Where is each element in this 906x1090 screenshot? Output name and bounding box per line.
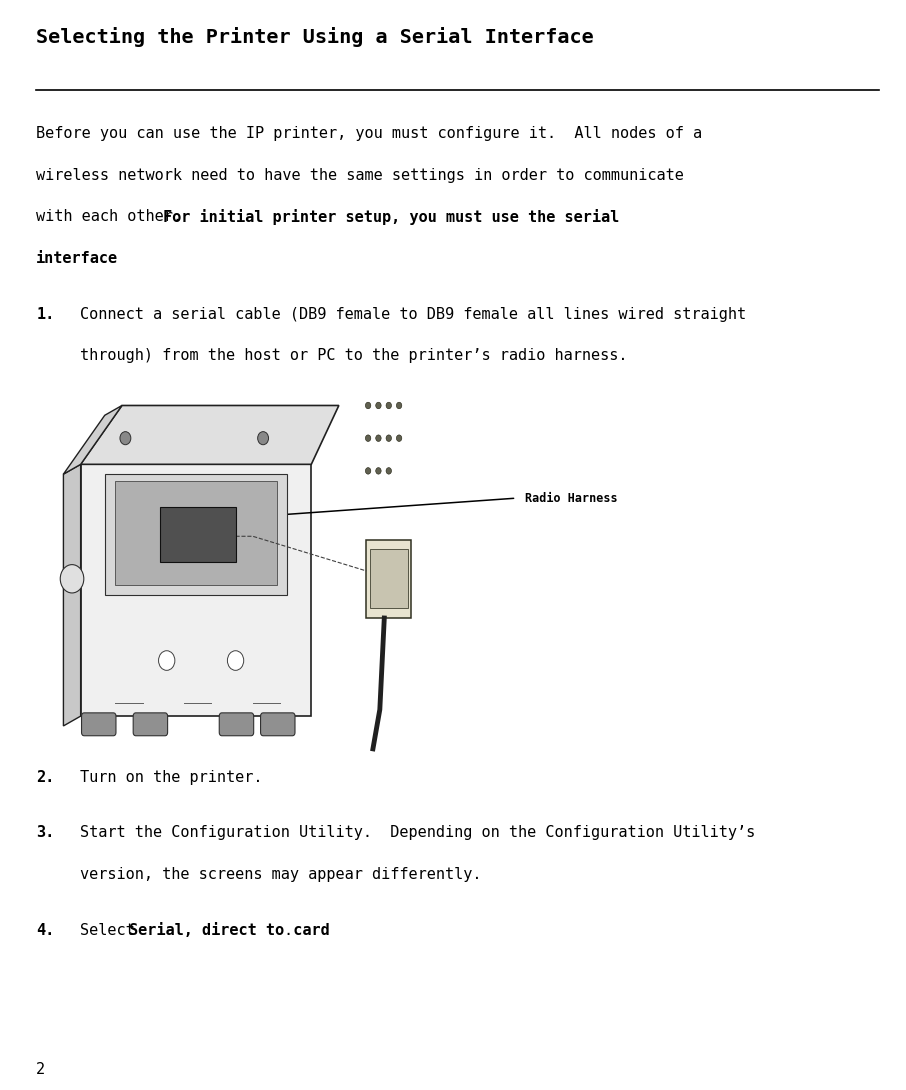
Polygon shape (366, 540, 411, 618)
Text: with each other.: with each other. (36, 209, 200, 225)
Circle shape (397, 435, 402, 441)
Text: wireless network need to have the same settings in order to communicate: wireless network need to have the same s… (36, 168, 684, 183)
FancyBboxPatch shape (219, 713, 254, 736)
Text: Selecting the Printer Using a Serial Interface: Selecting the Printer Using a Serial Int… (36, 27, 594, 47)
Circle shape (386, 468, 391, 474)
Circle shape (376, 468, 381, 474)
Polygon shape (159, 507, 236, 562)
Circle shape (365, 402, 371, 409)
Text: Connect a serial cable (DB9 female to DB9 female all lines wired straight: Connect a serial cable (DB9 female to DB… (80, 306, 746, 322)
Text: through) from the host or PC to the printer’s radio harness.: through) from the host or PC to the prin… (80, 348, 627, 363)
Circle shape (365, 468, 371, 474)
Circle shape (61, 565, 84, 593)
Polygon shape (105, 474, 287, 595)
Text: 4.: 4. (36, 923, 54, 937)
Polygon shape (81, 464, 312, 716)
FancyBboxPatch shape (82, 713, 116, 736)
Text: For initial printer setup, you must use the serial: For initial printer setup, you must use … (163, 209, 619, 226)
Text: Before you can use the IP printer, you must configure it.  All nodes of a: Before you can use the IP printer, you m… (36, 126, 702, 142)
Polygon shape (63, 405, 122, 474)
Circle shape (397, 402, 402, 409)
FancyBboxPatch shape (133, 713, 168, 736)
Circle shape (227, 651, 244, 670)
Circle shape (376, 435, 381, 441)
Text: .: . (284, 923, 293, 937)
Text: Turn on the printer.: Turn on the printer. (80, 770, 262, 785)
Text: 2: 2 (36, 1062, 45, 1077)
Text: interface: interface (36, 251, 119, 266)
Text: 3.: 3. (36, 825, 54, 840)
Text: Radio Harness: Radio Harness (525, 492, 618, 505)
Text: .: . (100, 251, 109, 266)
Circle shape (120, 432, 130, 445)
Polygon shape (81, 405, 339, 464)
Circle shape (386, 435, 391, 441)
Circle shape (376, 402, 381, 409)
Text: 1.: 1. (36, 306, 54, 322)
FancyBboxPatch shape (261, 713, 295, 736)
Polygon shape (63, 464, 81, 726)
Text: version, the screens may appear differently.: version, the screens may appear differen… (80, 867, 481, 882)
Text: 2.: 2. (36, 770, 54, 785)
Polygon shape (370, 549, 408, 608)
Text: Select: Select (80, 923, 144, 937)
Circle shape (159, 651, 175, 670)
Circle shape (257, 432, 268, 445)
Polygon shape (115, 481, 277, 585)
Text: Serial, direct to card: Serial, direct to card (129, 923, 330, 937)
Circle shape (365, 435, 371, 441)
Circle shape (386, 402, 391, 409)
Text: Start the Configuration Utility.  Depending on the Configuration Utility’s: Start the Configuration Utility. Dependi… (80, 825, 755, 840)
